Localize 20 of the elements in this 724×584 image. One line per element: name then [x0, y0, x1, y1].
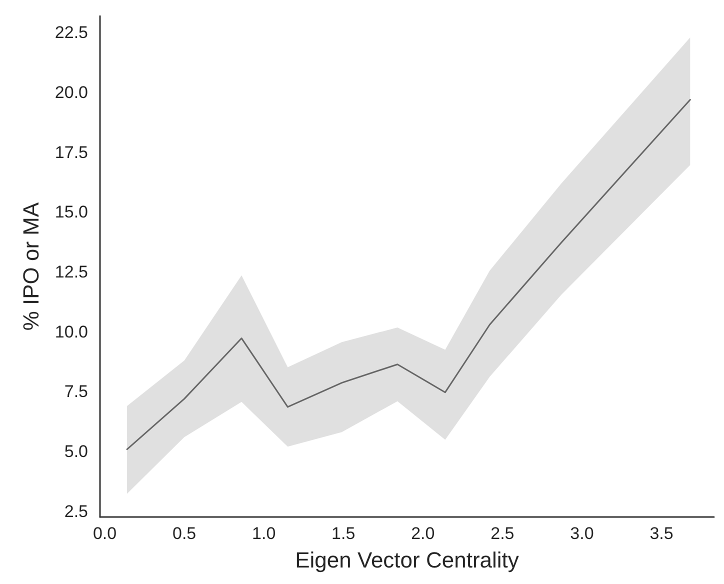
y-tick-label: 12.5 [54, 262, 88, 282]
x-tick-label: 0.0 [92, 524, 117, 543]
line-series [126, 98, 691, 450]
x-tick-label: 3.0 [570, 524, 594, 543]
y-tick-label: 5.0 [64, 442, 88, 461]
y-tick-label: 10.0 [54, 322, 88, 342]
y-tick-label: 15.0 [54, 202, 88, 222]
x-axis-title: Eigen Vector Centrality [295, 548, 519, 572]
y-tick-label: 17.5 [54, 142, 88, 162]
x-tick-label: 2.0 [411, 524, 435, 543]
y-tick-label: 7.5 [64, 382, 88, 402]
y-tick-label: 22.5 [54, 23, 88, 42]
x-tick-label: 2.5 [490, 524, 514, 543]
y-axis-title: % IPO or MA [18, 202, 44, 331]
x-tick-label: 1.5 [332, 524, 356, 543]
x-tick-label: 3.5 [650, 524, 674, 543]
y-tick-label: 2.5 [64, 502, 88, 521]
x-tick-label: 0.5 [172, 524, 196, 543]
y-tick-label: 20.0 [54, 83, 88, 102]
x-tick-label: 1.0 [252, 524, 276, 543]
